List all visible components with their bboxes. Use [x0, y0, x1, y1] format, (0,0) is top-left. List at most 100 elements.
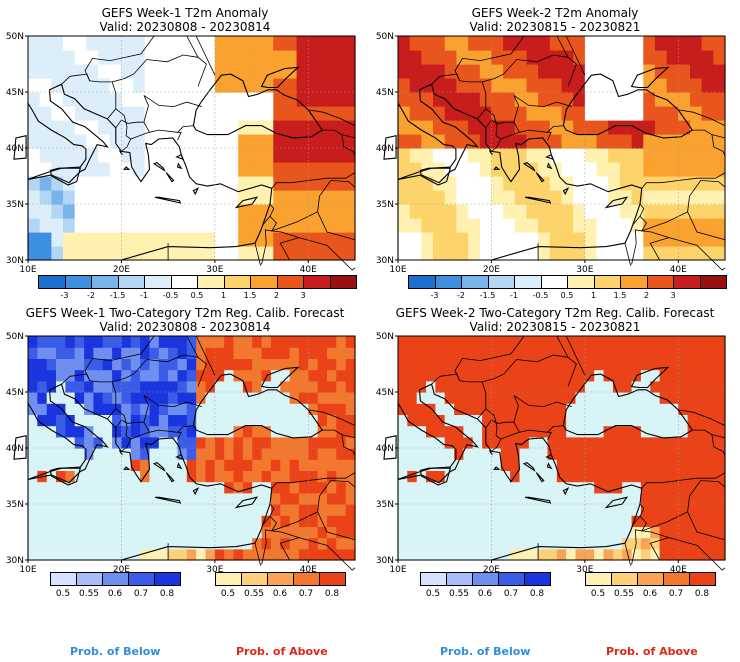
- color-swatch: [91, 275, 119, 289]
- field-cell: [98, 204, 111, 219]
- field-cell: [298, 369, 309, 382]
- country-border: [513, 395, 564, 433]
- field-cell: [28, 470, 38, 483]
- field-cell: [575, 481, 586, 494]
- field-cell: [252, 481, 263, 494]
- field-cell: [538, 515, 548, 527]
- field-cell: [426, 403, 436, 415]
- coastline: [604, 196, 629, 209]
- field-cell: [144, 232, 158, 247]
- field-cell: [612, 526, 623, 539]
- field-cell: [238, 92, 251, 107]
- field-cell: [56, 347, 66, 359]
- field-cell: [224, 537, 235, 550]
- field-cell: [56, 526, 66, 539]
- field-cell: [526, 50, 539, 65]
- field-cell: [238, 162, 251, 177]
- field-cell: [608, 218, 621, 233]
- field-cell: [416, 504, 427, 516]
- field-cell: [284, 50, 298, 65]
- field-cell: [444, 50, 457, 65]
- field-cell: [28, 492, 38, 505]
- lat-label: 45N: [6, 88, 24, 98]
- field-cell: [327, 548, 337, 561]
- field-cell: [320, 134, 333, 149]
- field-cell: [320, 36, 333, 51]
- field-cell: [63, 64, 76, 79]
- field-cell: [196, 526, 207, 539]
- field-cell: [130, 515, 141, 527]
- field-cell: [547, 347, 558, 359]
- field-cell: [298, 436, 309, 449]
- field-cell: [156, 92, 169, 107]
- field-cell: [409, 36, 422, 51]
- panel-title: GEFS Week-1 Two-Category T2m Reg. Calib.…: [25, 306, 345, 320]
- field-cell: [196, 414, 207, 427]
- field-cell: [74, 347, 85, 359]
- field-cell: [46, 526, 57, 539]
- field-cell: [203, 190, 216, 205]
- field-cell: [594, 492, 605, 505]
- field-cell: [308, 515, 319, 527]
- scale-tick-label: -2: [457, 291, 465, 300]
- field-cell: [327, 392, 337, 404]
- field-cell: [28, 425, 38, 438]
- field-cell: [444, 218, 457, 233]
- field-cell: [233, 414, 244, 427]
- field-cell: [491, 380, 502, 393]
- field-cell: [46, 369, 57, 382]
- field-cell: [46, 336, 57, 348]
- country-border: [513, 95, 564, 133]
- field-cell: [320, 246, 333, 261]
- field-cell: [233, 425, 244, 438]
- field-cell: [133, 50, 146, 65]
- field-cell: [631, 64, 644, 79]
- field-cell: [619, 120, 633, 135]
- field-cell: [298, 548, 309, 561]
- field-cell: [130, 347, 141, 359]
- country-border: [692, 429, 726, 439]
- field-cell: [444, 232, 457, 247]
- field-cell: [242, 504, 253, 516]
- field-cell: [270, 436, 281, 449]
- field-cell: [98, 190, 111, 205]
- field-cell: [56, 425, 66, 438]
- field-cell: [640, 392, 651, 404]
- field-cell: [51, 50, 64, 65]
- panel-week2-anomaly: GEFS Week-2 T2m Anomaly Valid: 20230815 …: [370, 0, 740, 331]
- field-cell: [37, 492, 48, 505]
- field-cell: [444, 176, 457, 191]
- color-swatch: [567, 275, 595, 289]
- field-cell: [454, 515, 464, 527]
- field-cell: [51, 148, 64, 163]
- field-cell: [472, 436, 483, 449]
- field-cell: [270, 537, 281, 550]
- field-cell: [226, 36, 239, 51]
- field-cell: [177, 414, 188, 427]
- field-cell: [678, 459, 689, 471]
- field-cell: [631, 347, 642, 359]
- field-cell: [608, 50, 621, 65]
- lon-label: 10E: [19, 265, 36, 275]
- field-cell: [514, 190, 528, 205]
- field-cell: [584, 492, 595, 505]
- field-cell: [433, 204, 446, 219]
- field-cell: [179, 218, 193, 233]
- lon-label: 20E: [483, 565, 500, 575]
- field-cell: [678, 336, 689, 348]
- field-cell: [86, 78, 99, 93]
- field-cell: [327, 459, 337, 471]
- field-cell: [631, 358, 642, 371]
- field-cell: [594, 459, 605, 471]
- field-cell: [687, 492, 698, 505]
- field-cell: [156, 134, 169, 149]
- coastline: [13, 135, 27, 160]
- field-cell: [249, 50, 263, 65]
- field-cell: [149, 347, 160, 359]
- lon-label: 40E: [670, 565, 687, 575]
- field-cell: [93, 492, 104, 505]
- field-cell: [177, 548, 188, 561]
- field-cell: [421, 50, 434, 65]
- field-cell: [74, 403, 85, 415]
- field-cell: [491, 358, 502, 371]
